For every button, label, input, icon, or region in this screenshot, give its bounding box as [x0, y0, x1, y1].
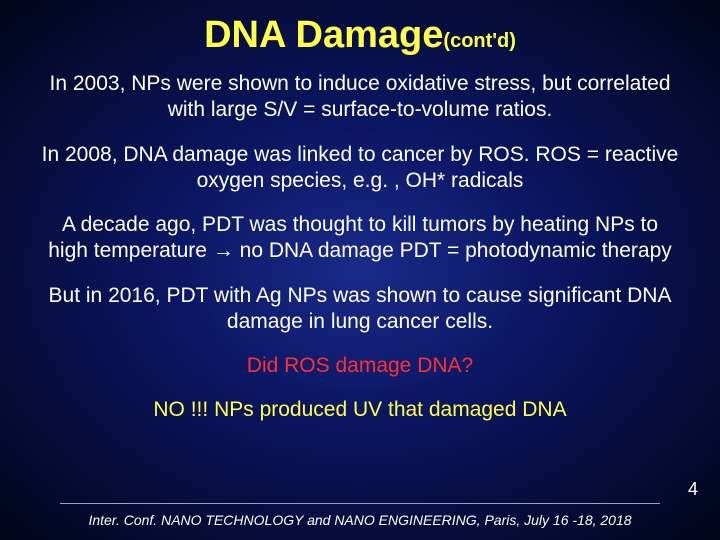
- paragraph-question: Did ROS damage DNA?: [40, 353, 680, 379]
- footer-text: Inter. Conf. NANO TECHNOLOGY and NANO EN…: [0, 512, 720, 528]
- paragraph-2: In 2008, DNA damage was linked to cancer…: [40, 142, 680, 195]
- footer-divider: [60, 503, 660, 504]
- paragraph-4: But in 2016, PDT with Ag NPs was shown t…: [40, 283, 680, 336]
- paragraph-1: In 2003, NPs were shown to induce oxidat…: [40, 71, 680, 124]
- paragraph-3: A decade ago, PDT was thought to kill tu…: [40, 212, 680, 265]
- slide: DNA Damage(cont'd) In 2003, NPs were sho…: [0, 0, 720, 540]
- title-row: DNA Damage(cont'd): [40, 14, 680, 57]
- paragraph-answer: NO !!! NPs produced UV that damaged DNA: [40, 397, 680, 423]
- slide-title: DNA Damage: [204, 14, 443, 56]
- slide-title-suffix: (cont'd): [443, 30, 516, 52]
- slide-number: 4: [688, 479, 698, 500]
